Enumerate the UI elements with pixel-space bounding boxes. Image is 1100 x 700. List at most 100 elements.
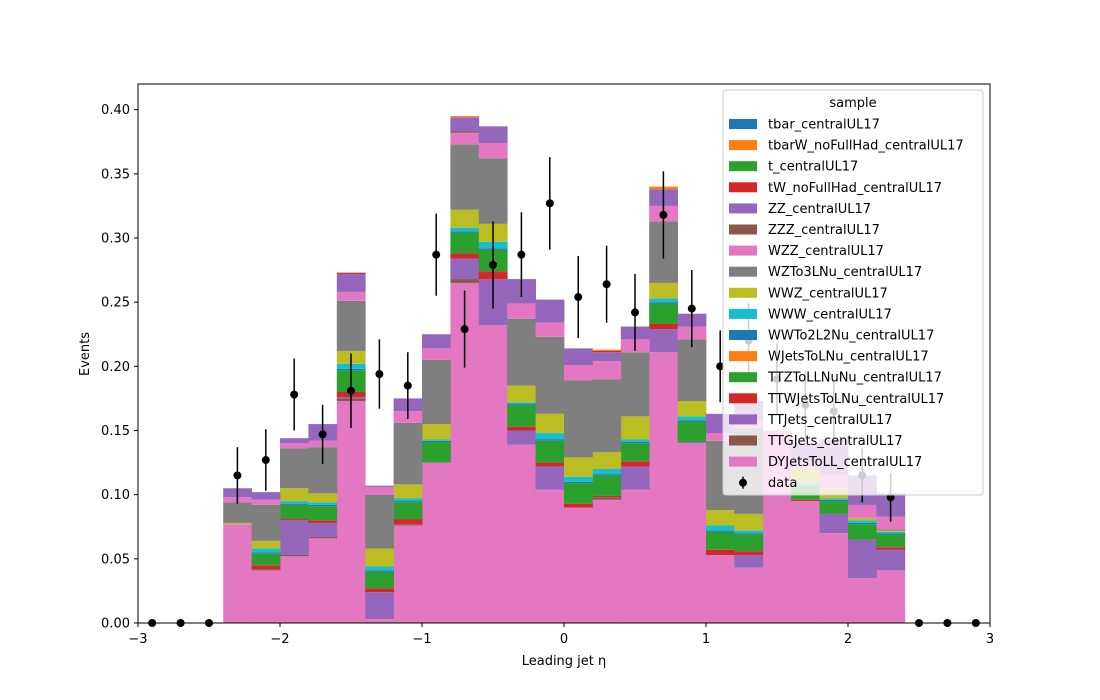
- bar-segment: [280, 503, 309, 505]
- legend-swatch: [729, 119, 757, 129]
- bar-segment: [450, 227, 480, 232]
- bar-segment: [251, 569, 281, 571]
- bar-segment: [365, 486, 394, 495]
- bar-segment: [535, 489, 565, 623]
- bar-segment: [592, 469, 622, 475]
- bar-segment: [251, 553, 281, 566]
- legend-item: TTZToLLNuNu_centralUL17: [729, 371, 942, 386]
- bar-segment: [706, 531, 735, 550]
- bar-segment: [365, 566, 394, 571]
- bar-segment: [308, 504, 338, 507]
- bar-segment: [620, 489, 650, 623]
- legend-item: tbarW_noFullHad_centralUL17: [729, 139, 964, 154]
- bar-segment: [734, 513, 764, 531]
- bar-segment: [507, 303, 536, 319]
- bar-segment: [223, 524, 252, 623]
- legend-label: TTJets_centralUL17: [767, 413, 893, 428]
- legend-label: WZZ_centralUL17: [768, 244, 884, 259]
- bar-segment: [706, 433, 735, 441]
- bar-segment: [734, 534, 764, 552]
- legend-item: WZZ_centralUL17: [729, 244, 884, 259]
- legend-label: WJetsToLNu_centralUL17: [768, 350, 929, 365]
- bar-segment: [422, 442, 451, 463]
- bar-segment: [564, 348, 593, 366]
- legend-label: WZTo3LNu_centralUL17: [768, 265, 922, 280]
- bar-segment: [365, 592, 394, 620]
- series-WWZ_centralUL17: [223, 209, 906, 567]
- bar-segment: [450, 209, 480, 228]
- bar-segment: [677, 400, 707, 417]
- bar-segment: [393, 502, 423, 520]
- bar-segment: [450, 117, 480, 132]
- bar-segment: [848, 520, 877, 523]
- bar-segment: [280, 556, 309, 623]
- bar-segment: [308, 502, 338, 505]
- bar-segment: [706, 530, 735, 532]
- bar-segment: [336, 300, 366, 351]
- bar-segment: [620, 439, 650, 443]
- y-tick-label: 0.30: [101, 232, 130, 247]
- bar-segment: [507, 404, 536, 427]
- bar-segment: [422, 439, 451, 441]
- bar-segment: [450, 116, 480, 118]
- bar-segment: [791, 501, 820, 623]
- legend-item: tW_noFullHad_centralUL17: [729, 181, 942, 196]
- data-point: [318, 430, 327, 439]
- bar-segment: [620, 442, 650, 444]
- x-axis-ticks: −3 −2 −1 0 1 2 3: [128, 623, 994, 647]
- bar-segment: [507, 402, 536, 404]
- bar-segment: [478, 158, 508, 224]
- bar-segment: [876, 529, 906, 531]
- bar-segment: [450, 258, 480, 280]
- bar-segment: [592, 379, 622, 453]
- legend-swatch: [729, 435, 757, 446]
- legend-item: TTGJets_centralUL17: [729, 434, 903, 449]
- data-point: [602, 280, 611, 289]
- bar-segment: [280, 520, 309, 555]
- legend-label: TTWJetsToLNu_centralUL17: [767, 392, 944, 407]
- data-point: [517, 250, 526, 259]
- bar-segment: [620, 443, 650, 462]
- bar-segment: [251, 499, 281, 505]
- bar-segment: [706, 525, 735, 531]
- legend-swatch: [729, 330, 757, 340]
- bar-segment: [223, 502, 252, 523]
- legend-label: ZZ_centralUL17: [768, 202, 871, 217]
- bar-segment: [564, 507, 593, 623]
- legend-label: tbarW_noFullHad_centralUL17: [768, 139, 964, 154]
- bar-segment: [876, 547, 906, 550]
- bar-segment: [819, 499, 849, 502]
- bar-segment: [280, 501, 309, 504]
- y-tick-label: 0.20: [101, 360, 130, 375]
- x-tick-label: 1: [702, 632, 710, 647]
- bar-segment: [478, 325, 508, 623]
- y-tick-label: 0.15: [101, 424, 130, 439]
- bar-segment: [819, 513, 849, 534]
- legend-item: WZTo3LNu_centralUL17: [729, 265, 922, 280]
- bar-segment: [535, 413, 565, 434]
- legend-label: TTZToLLNuNu_centralUL17: [767, 371, 942, 386]
- x-tick-label: −3: [128, 632, 147, 647]
- data-point: [375, 370, 384, 379]
- bar-segment: [365, 494, 394, 549]
- bar-segment: [393, 422, 423, 485]
- bar-segment: [535, 440, 565, 463]
- bar-segment: [507, 385, 536, 403]
- bar-segment: [564, 457, 593, 477]
- bar-segment: [791, 499, 820, 502]
- bar-segment: [280, 504, 309, 520]
- data-point: [489, 260, 497, 269]
- bar-segment: [450, 253, 480, 259]
- y-tick-label: 0.05: [101, 552, 130, 567]
- legend-label: WWZ_centralUL17: [768, 286, 888, 301]
- y-tick-label: 0.10: [101, 488, 130, 503]
- series-tW_noFullHad_centralUL17: [336, 272, 622, 353]
- x-tick-label: 2: [844, 632, 852, 647]
- legend-swatch: [729, 182, 757, 193]
- legend-title: sample: [829, 96, 876, 111]
- bar-segment: [592, 349, 622, 351]
- legend-label: tW_noFullHad_centralUL17: [768, 181, 942, 196]
- bar-segment: [535, 433, 565, 440]
- bar-segment: [308, 537, 338, 539]
